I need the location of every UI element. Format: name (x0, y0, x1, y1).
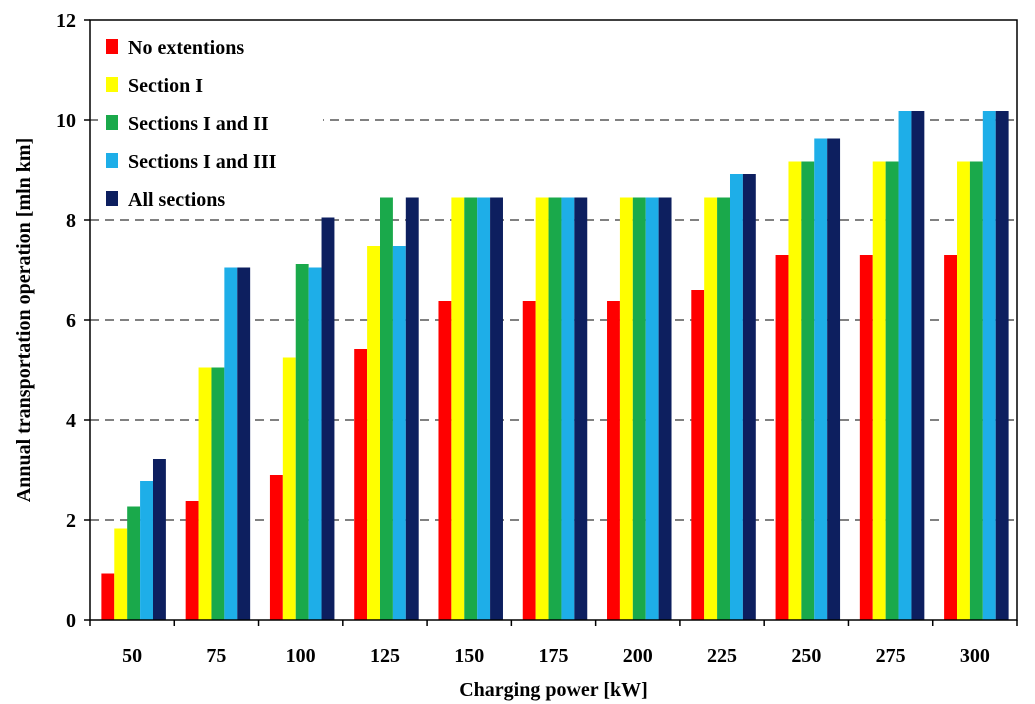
bar-all-sections-275 (911, 111, 925, 620)
x-tick-label: 250 (791, 645, 821, 667)
bar-no-extentions-225 (691, 290, 705, 620)
legend-swatch (106, 115, 118, 130)
bar-section-i-150 (451, 197, 465, 620)
bar-sections-i-and-iii-175 (561, 197, 575, 620)
bar-all-sections-175 (574, 197, 588, 620)
legend-swatch (106, 39, 118, 54)
bar-all-sections-125 (405, 197, 419, 620)
bar-sections-i-and-iii-75 (224, 267, 238, 620)
legend-swatch (106, 191, 118, 206)
y-tick-label: 0 (66, 610, 76, 632)
bar-all-sections-225 (742, 174, 756, 620)
bar-sections-i-and-iii-250 (814, 138, 828, 620)
x-tick-label: 50 (122, 645, 142, 667)
bar-sections-i-and-ii-225 (717, 197, 730, 620)
bar-sections-i-and-iii-200 (645, 197, 659, 620)
axis-ticks: 0 2 4 6 8 10 12 50 75 100 125 150 175 200 225 250 275 300 (56, 10, 1018, 667)
bar-sections-i-and-ii-150 (464, 197, 478, 620)
bar-all-sections-200 (658, 197, 672, 620)
x-tick-label: 200 (623, 645, 653, 667)
y-tick-label: 8 (66, 210, 76, 232)
bar-sections-i-and-ii-300 (969, 161, 983, 620)
x-tick-label: 225 (707, 645, 737, 667)
x-tick-label: 125 (370, 645, 400, 667)
x-tick-label: 275 (876, 645, 906, 667)
bar-section-i-175 (535, 197, 549, 620)
legend-background (98, 26, 323, 216)
x-axis-title: Charging power [kW] (459, 679, 648, 701)
legend: No extentions Section I Sections I and II S… (98, 26, 323, 216)
bars (101, 111, 1009, 620)
bar-no-extentions-275 (859, 255, 873, 620)
bar-sections-i-and-iii-225 (729, 174, 743, 620)
legend-label: No extentions (128, 37, 244, 59)
x-tick-label: 75 (206, 645, 226, 667)
bar-sections-i-and-ii-250 (801, 161, 815, 620)
bar-all-sections-150 (490, 197, 503, 620)
bar-no-extentions-50 (101, 573, 115, 620)
bar-section-i-125 (367, 246, 381, 620)
legend-label: Section I (128, 75, 203, 97)
bar-sections-i-and-iii-100 (308, 267, 322, 620)
bar-sections-i-and-ii-275 (885, 161, 899, 620)
bar-sections-i-and-iii-50 (140, 481, 153, 620)
bar-section-i-75 (198, 367, 212, 620)
y-tick-label: 10 (56, 110, 76, 132)
bar-section-i-300 (957, 161, 970, 620)
bar-section-i-50 (114, 528, 128, 620)
y-tick-label: 4 (66, 410, 76, 432)
legend-label: All sections (128, 189, 225, 211)
bar-sections-i-and-ii-100 (295, 264, 309, 620)
bar-no-extentions-100 (269, 475, 283, 620)
bar-all-sections-100 (321, 217, 335, 620)
bar-sections-i-and-ii-200 (632, 197, 646, 620)
bar-section-i-200 (619, 197, 633, 620)
x-tick-label: 175 (539, 645, 569, 667)
bar-no-extentions-75 (185, 501, 199, 620)
bar-all-sections-300 (995, 111, 1009, 620)
legend-swatch (106, 77, 118, 92)
bar-section-i-100 (282, 357, 296, 620)
y-axis-title: Annual transportation operation [mln km] (13, 138, 35, 502)
bar-no-extentions-300 (944, 255, 958, 620)
x-tick-label: 300 (960, 645, 990, 667)
bar-section-i-225 (704, 197, 718, 620)
bar-all-sections-75 (237, 267, 251, 620)
bar-sections-i-and-ii-125 (380, 197, 393, 620)
bar-sections-i-and-iii-300 (982, 111, 996, 620)
bar-sections-i-and-ii-175 (548, 197, 562, 620)
bar-all-sections-50 (152, 459, 166, 620)
bar-sections-i-and-iii-150 (477, 197, 491, 620)
bar-section-i-275 (872, 161, 886, 620)
bar-no-extentions-250 (775, 255, 789, 620)
bar-sections-i-and-ii-50 (127, 506, 141, 620)
bar-section-i-250 (788, 161, 802, 620)
x-tick-label: 150 (454, 645, 484, 667)
bar-all-sections-250 (827, 138, 841, 620)
legend-label: Sections I and II (128, 113, 269, 135)
bar-no-extentions-175 (522, 301, 536, 620)
legend-swatch (106, 153, 118, 168)
y-tick-label: 6 (66, 310, 76, 332)
bar-no-extentions-125 (354, 349, 368, 620)
y-tick-label: 2 (66, 510, 76, 532)
bar-no-extentions-200 (607, 301, 620, 620)
bar-sections-i-and-ii-75 (211, 367, 225, 620)
y-tick-label: 12 (56, 10, 76, 32)
legend-label: Sections I and III (128, 151, 277, 173)
x-tick-label: 100 (286, 645, 316, 667)
bar-sections-i-and-iii-125 (392, 246, 406, 620)
bar-sections-i-and-iii-275 (898, 111, 912, 620)
bar-no-extentions-150 (438, 301, 452, 620)
